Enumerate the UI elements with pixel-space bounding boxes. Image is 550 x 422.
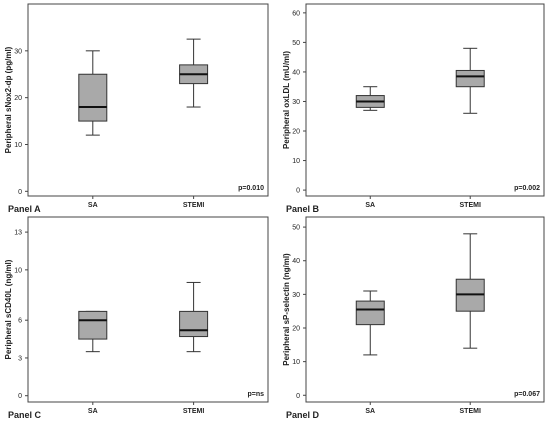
y-tick-label: 0 [296, 188, 300, 195]
y-axis-title: Peripheral sP-selectin (ng/ml) [282, 253, 291, 366]
p-value-label: p=ns [247, 391, 264, 398]
x-category-label: STEMI [183, 202, 204, 209]
y-tick-label: 10 [292, 359, 300, 366]
plot-frame [27, 3, 269, 197]
y-axis-title: Peripheral oxLDL (mU/ml) [282, 51, 291, 149]
x-category-label: SA [365, 408, 375, 415]
plot-frame [27, 216, 269, 403]
y-tick-label: 30 [14, 48, 22, 55]
y-tick-label: 10 [14, 142, 22, 149]
y-tick-label: 30 [292, 292, 300, 299]
p-value-label: p=0.010 [238, 185, 264, 192]
y-tick-label: 0 [18, 393, 22, 400]
y-tick-label: 0 [18, 189, 22, 196]
p-value-label: p=0.067 [514, 391, 540, 398]
y-tick-label: 40 [292, 69, 300, 76]
y-tick-label: 30 [292, 99, 300, 106]
y-tick-label: 60 [292, 10, 300, 17]
y-tick-label: 20 [292, 326, 300, 333]
y-tick-label: 10 [292, 158, 300, 165]
iqr-box [455, 69, 485, 88]
y-axis-title: Peripheral sNox2-dp (pg/ml) [4, 46, 13, 153]
panel-label: Panel D [286, 410, 320, 420]
p-value-label: p=0.002 [514, 185, 540, 192]
iqr-box [78, 73, 108, 122]
panel-label: Panel C [8, 410, 42, 420]
x-category-label: SA [88, 408, 98, 415]
plot-frame [305, 3, 545, 197]
y-tick-label: 10 [14, 267, 22, 274]
x-category-label: STEMI [460, 408, 481, 415]
y-axis-title: Peripheral sCD40L (ng/ml) [4, 259, 13, 359]
iqr-box [355, 300, 385, 326]
panel-label: Panel B [286, 204, 320, 214]
y-tick-label: 50 [292, 225, 300, 232]
y-tick-label: 20 [14, 95, 22, 102]
x-category-label: SA [365, 202, 375, 209]
x-category-label: SA [88, 202, 98, 209]
iqr-box [179, 310, 209, 338]
y-tick-label: 6 [18, 318, 22, 325]
plot-frame [305, 216, 545, 403]
y-tick-label: 13 [14, 230, 22, 237]
y-tick-label: 3 [18, 355, 22, 362]
y-tick-label: 50 [292, 40, 300, 47]
y-tick-label: 20 [292, 129, 300, 136]
y-tick-label: 0 [296, 393, 300, 400]
y-tick-label: 40 [292, 258, 300, 265]
iqr-box [78, 310, 108, 340]
x-category-label: STEMI [460, 202, 481, 209]
x-category-label: STEMI [183, 408, 204, 415]
panel-label: Panel A [8, 204, 41, 214]
